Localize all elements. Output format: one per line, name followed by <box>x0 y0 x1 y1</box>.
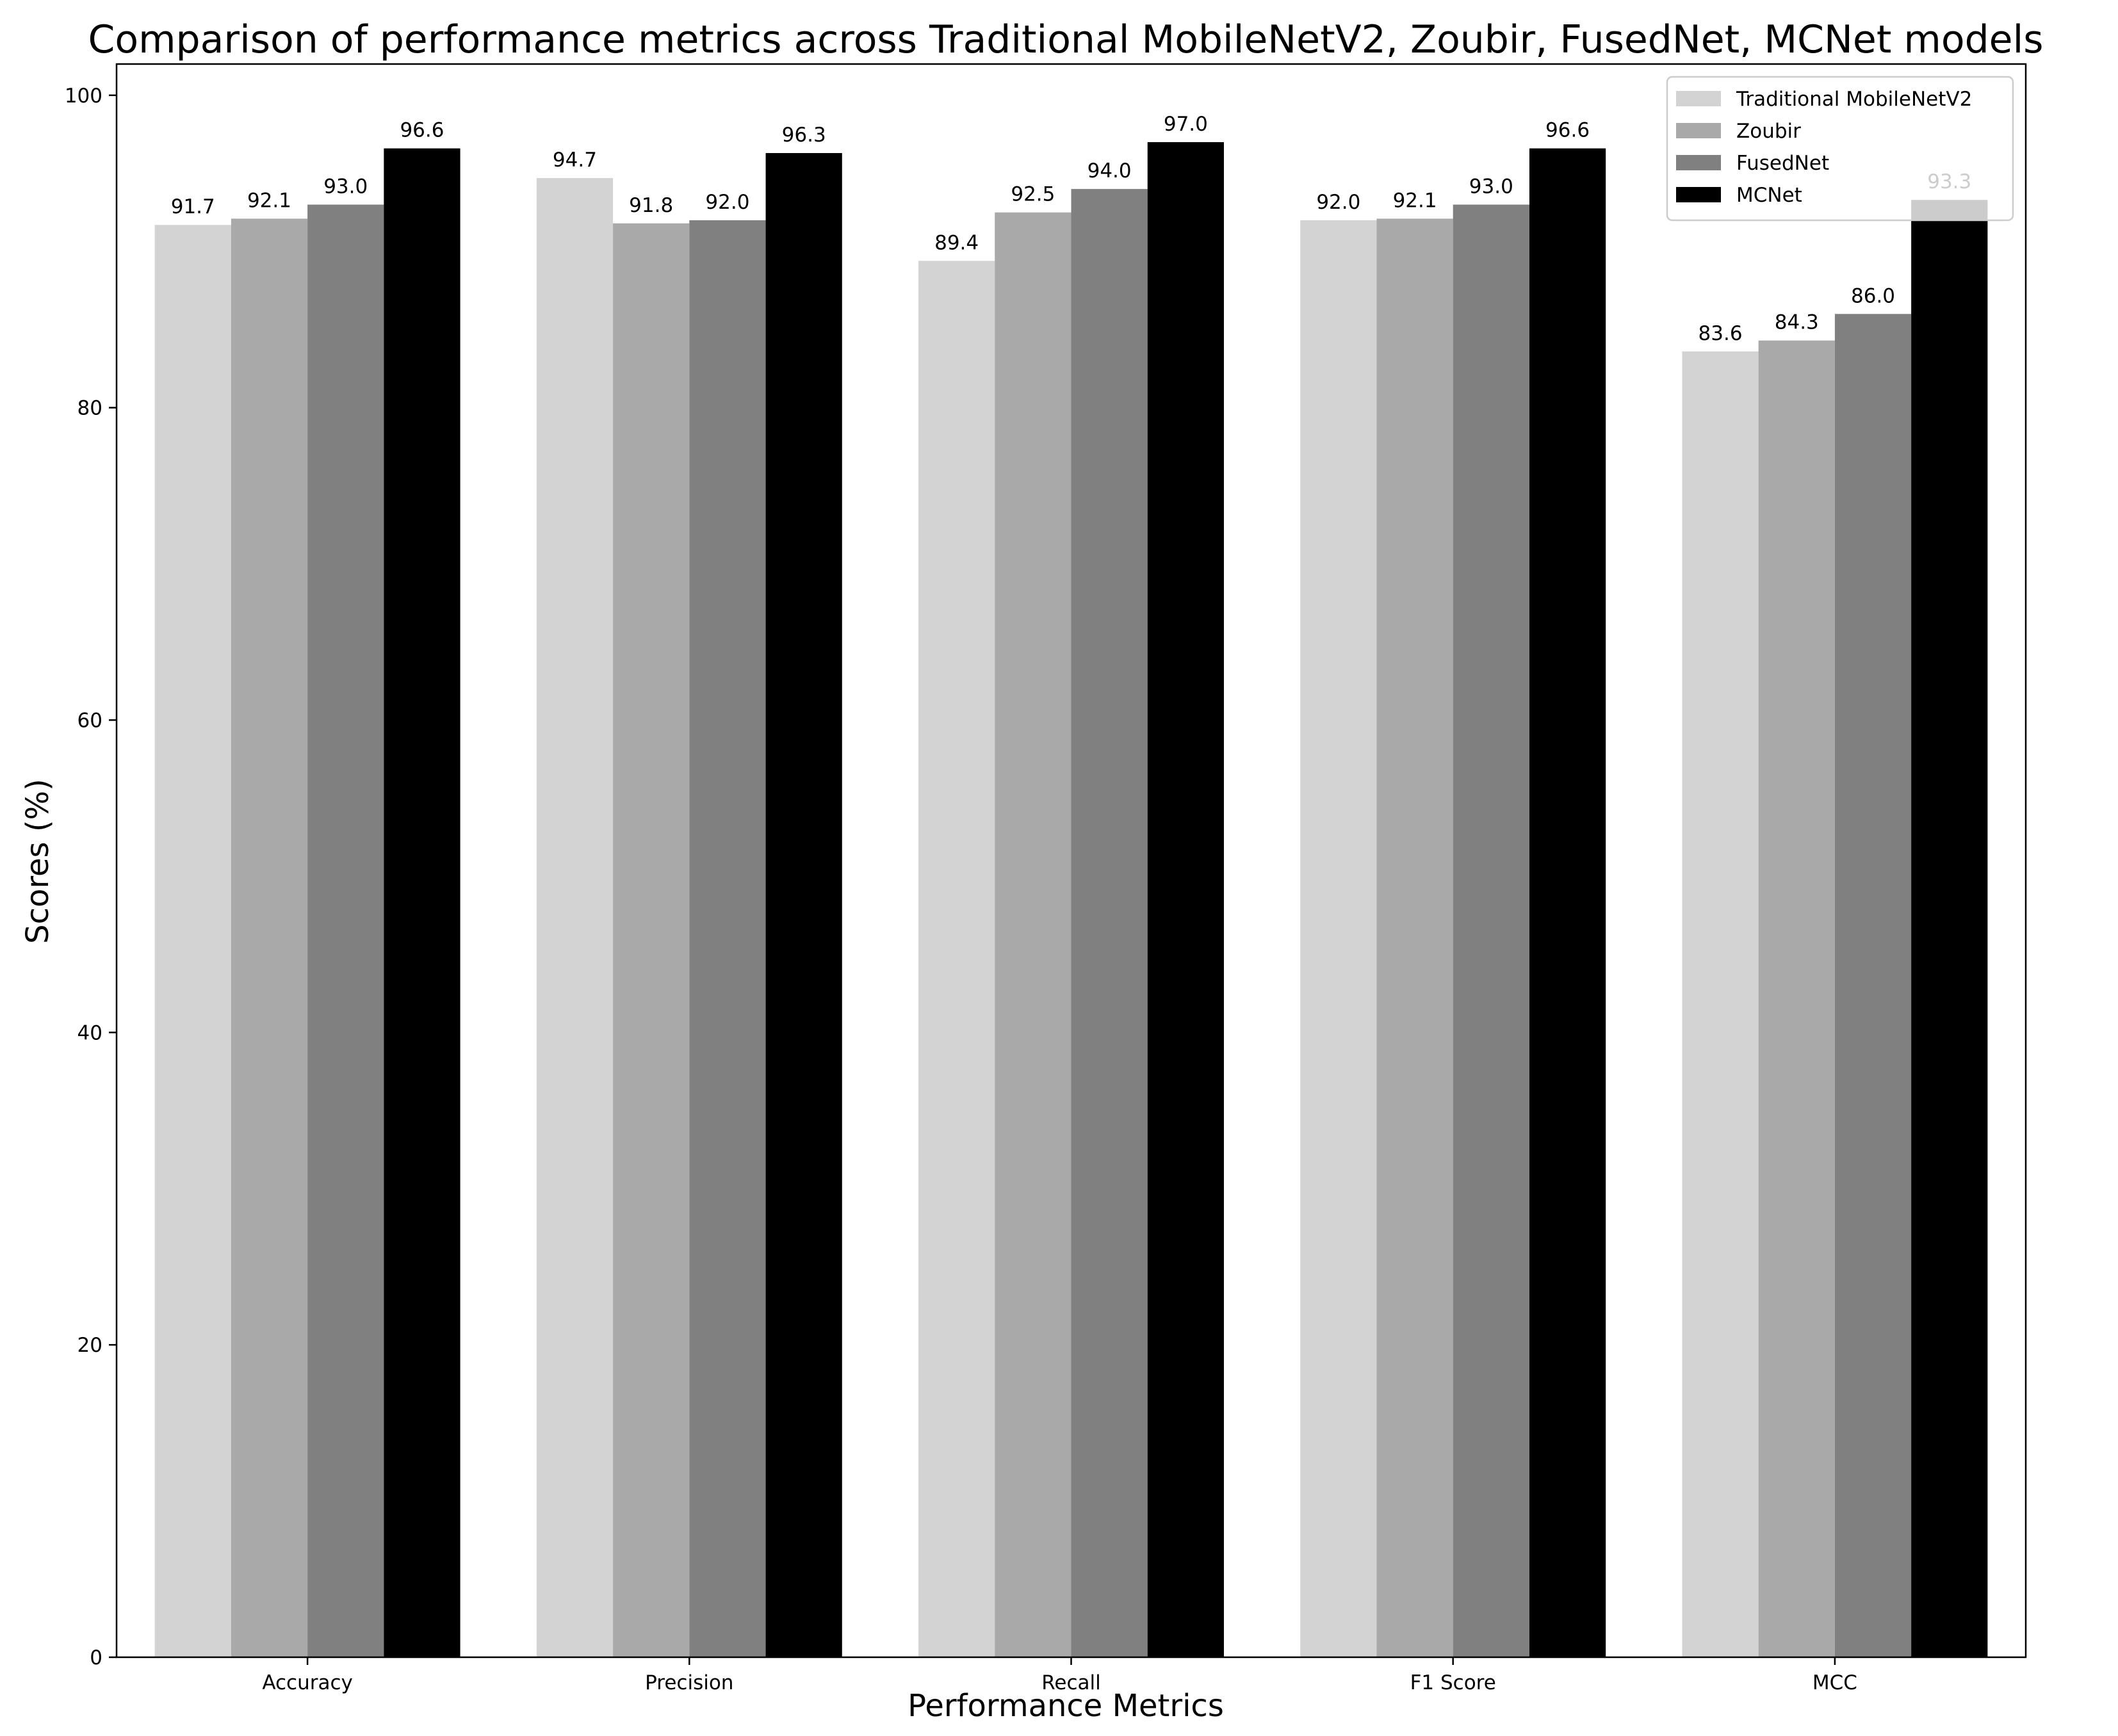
x-axis: Accuracy Precision Recall F1 Score MCC <box>262 1657 1857 1694</box>
bar-mcnet-mcc <box>1911 200 1988 1658</box>
legend-swatch <box>1676 123 1721 138</box>
bar-mcnet-precision <box>765 153 842 1657</box>
legend-swatch <box>1676 91 1721 106</box>
bar-value-label: 92.0 <box>705 191 749 214</box>
y-tick-label: 20 <box>77 1334 102 1357</box>
bar-value-label: 96.6 <box>1545 119 1590 142</box>
legend-swatch <box>1676 187 1721 202</box>
bar-value-label: 93.0 <box>323 175 368 199</box>
legend-label: Traditional MobileNetV2 <box>1736 88 1972 111</box>
bar-value-label: 92.1 <box>1393 189 1437 212</box>
y-tick-label: 80 <box>77 397 102 420</box>
x-tick-label: Precision <box>645 1671 733 1694</box>
legend-label: MCNet <box>1736 184 1802 207</box>
bar-mcnet-recall <box>1147 142 1224 1658</box>
y-axis: 0 20 40 60 80 100 <box>65 85 117 1669</box>
y-tick-label: 40 <box>77 1021 102 1044</box>
legend-label: Zoubir <box>1736 120 1801 143</box>
bar-zoubir-recall <box>995 212 1071 1657</box>
bar-value-label: 93.0 <box>1469 175 1513 199</box>
legend-box <box>1666 76 2014 222</box>
x-tick-label: F1 Score <box>1410 1671 1496 1694</box>
bar-fusednet-mcc <box>1834 314 1912 1658</box>
x-tick-label: Recall <box>1041 1671 1101 1694</box>
bar-value-label: 86.0 <box>1851 284 1895 307</box>
bar-value-label: 92.1 <box>247 189 291 212</box>
bar-zoubir-accuracy <box>231 218 308 1657</box>
x-axis-label: Performance Metrics <box>908 1688 1224 1724</box>
bar-value-label: 92.0 <box>1316 191 1360 214</box>
bar-fusednet-f1-score <box>1453 204 1529 1658</box>
bar-traditional-mobilenetv2-mcc <box>1682 351 1759 1657</box>
bar-value-label: 92.5 <box>1011 183 1055 206</box>
bar-value-label: 94.7 <box>553 149 597 172</box>
bar-traditional-mobilenetv2-precision <box>536 178 614 1657</box>
bar-value-label: 89.4 <box>934 231 979 254</box>
bar-value-label: 94.0 <box>1088 159 1132 183</box>
bar-value-label: 91.8 <box>629 194 673 217</box>
legend: Traditional MobileNetV2 Zoubir FusedNet MCN… <box>1666 76 2014 222</box>
bar-traditional-mobilenetv2-recall <box>918 261 995 1657</box>
bar-value-label: 91.7 <box>171 195 215 218</box>
bar-value-label: 96.3 <box>782 124 826 147</box>
legend-label: FusedNet <box>1736 152 1829 175</box>
bar-value-label: 97.0 <box>1164 113 1208 136</box>
bar-mcnet-accuracy <box>384 148 460 1657</box>
bar-zoubir-precision <box>613 223 690 1657</box>
bar-traditional-mobilenetv2-accuracy <box>154 225 231 1657</box>
legend-swatch <box>1676 155 1721 170</box>
bar-value-label: 96.6 <box>400 119 444 142</box>
chart-title: Comparison of performance metrics across… <box>88 17 2044 62</box>
bar-fusednet-precision <box>689 220 766 1657</box>
bar-mcnet-f1-score <box>1529 148 1606 1657</box>
bars-layer <box>154 142 1988 1658</box>
x-tick-label: Accuracy <box>262 1671 353 1694</box>
y-tick-label: 100 <box>65 85 102 108</box>
bar-fusednet-recall <box>1071 189 1148 1658</box>
bar-value-label: 84.3 <box>1775 311 1819 334</box>
bar-traditional-mobilenetv2-f1-score <box>1300 220 1377 1657</box>
y-tick-label: 0 <box>90 1646 102 1669</box>
bar-value-label: 83.6 <box>1698 322 1743 345</box>
x-tick-label: MCC <box>1813 1671 1857 1694</box>
bar-zoubir-f1-score <box>1376 218 1453 1657</box>
bar-fusednet-accuracy <box>307 204 384 1658</box>
bar-zoubir-mcc <box>1758 340 1835 1657</box>
y-tick-label: 60 <box>77 709 102 732</box>
y-axis-label: Scores (%) <box>20 779 56 944</box>
